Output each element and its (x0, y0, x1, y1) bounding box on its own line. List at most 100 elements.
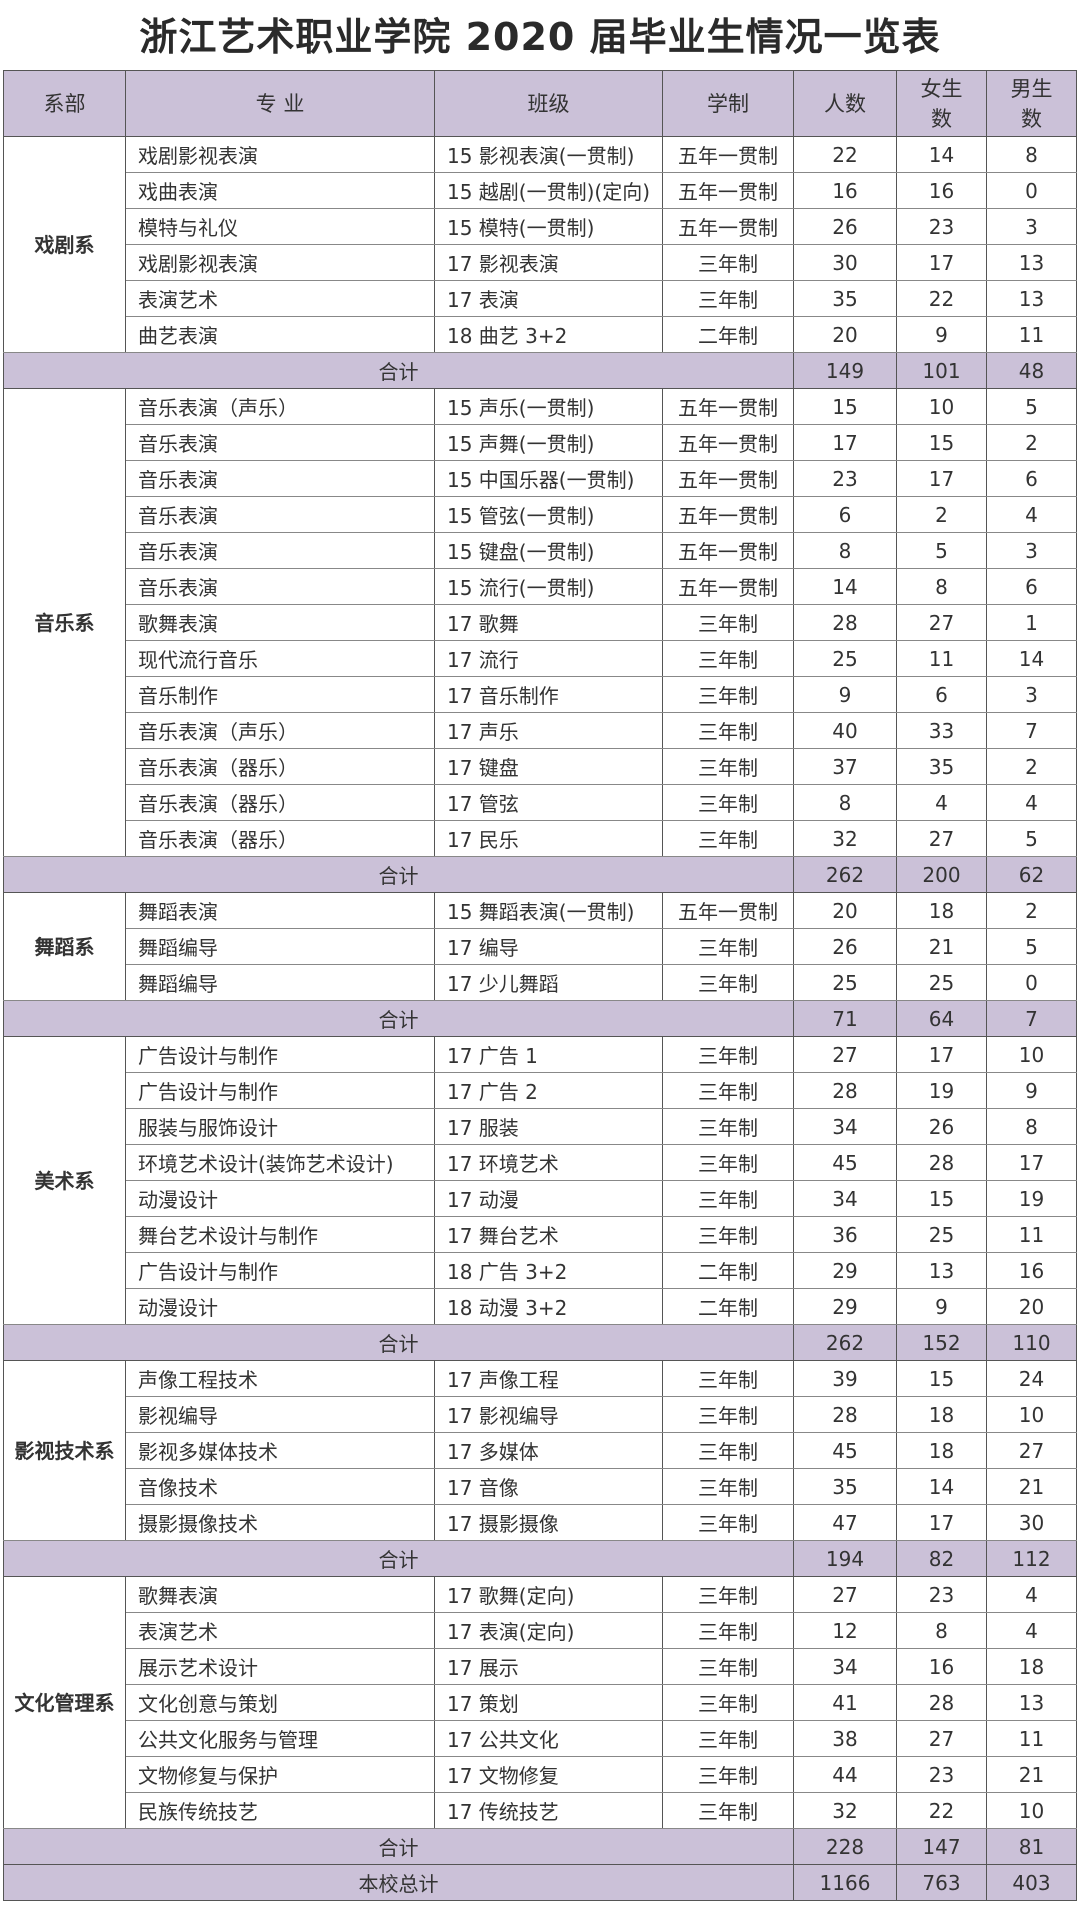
major-cell: 文化创意与策划 (125, 1684, 435, 1721)
male-cell: 4 (986, 1612, 1077, 1649)
major-cell: 音乐表演 (125, 424, 435, 461)
female-cell: 22 (896, 280, 987, 317)
class-cell: 17 声乐 (434, 712, 663, 749)
female-cell: 17 (896, 1504, 987, 1541)
table-row: 模特与礼仪 15 模特(一贯制) 五年一贯制 26 23 3 (4, 208, 1077, 245)
duration-cell: 二年制 (662, 316, 794, 353)
class-cell: 17 摄影摄像 (434, 1504, 663, 1541)
male-subtotal: 48 (986, 352, 1077, 389)
duration-cell: 三年制 (662, 748, 794, 785)
table-row: 摄影摄像技术 17 摄影摄像 三年制 47 17 30 (4, 1504, 1077, 1541)
female-cell: 23 (896, 1756, 987, 1793)
department-cell: 音乐系 (3, 388, 126, 857)
male-cell: 6 (986, 568, 1077, 605)
major-cell: 民族传统技艺 (125, 1792, 435, 1829)
count-cell: 17 (793, 424, 897, 461)
duration-cell: 五年一贯制 (662, 460, 794, 497)
male-cell: 5 (986, 928, 1077, 965)
duration-cell: 三年制 (662, 820, 794, 857)
female-cell: 27 (896, 820, 987, 857)
duration-cell: 三年制 (662, 1576, 794, 1613)
duration-cell: 三年制 (662, 928, 794, 965)
major-cell: 歌舞表演 (125, 1576, 435, 1613)
female-cell: 21 (896, 928, 987, 965)
duration-cell: 三年制 (662, 1504, 794, 1541)
male-subtotal: 110 (986, 1324, 1077, 1361)
count-cell: 25 (793, 964, 897, 1001)
page-title: 浙江艺术职业学院 2020 届毕业生情况一览表 (139, 15, 941, 59)
class-cell: 17 歌舞 (434, 604, 663, 641)
duration-cell: 三年制 (662, 1360, 794, 1397)
header-duration: 学制 (662, 70, 794, 137)
male-cell: 8 (986, 1108, 1077, 1145)
male-cell: 2 (986, 424, 1077, 461)
female-cell: 27 (896, 1720, 987, 1757)
female-cell: 18 (896, 1396, 987, 1433)
department-cell: 影视技术系 (3, 1360, 126, 1541)
table-row: 表演艺术 17 表演 三年制 35 22 13 (4, 280, 1077, 317)
female-cell: 8 (896, 568, 987, 605)
major-cell: 展示艺术设计 (125, 1648, 435, 1685)
major-cell: 公共文化服务与管理 (125, 1720, 435, 1757)
male-cell: 4 (986, 496, 1077, 533)
major-cell: 舞蹈表演 (125, 892, 435, 929)
female-subtotal: 64 (896, 1000, 987, 1037)
female-cell: 6 (896, 676, 987, 713)
subtotal-label: 合计 (3, 352, 794, 389)
table-row: 音乐表演 15 中国乐器(一贯制) 五年一贯制 23 17 6 (4, 460, 1077, 497)
male-cell: 17 (986, 1144, 1077, 1181)
class-cell: 17 管弦 (434, 784, 663, 821)
major-cell: 服装与服饰设计 (125, 1108, 435, 1145)
count-cell: 27 (793, 1036, 897, 1073)
count-cell: 47 (793, 1504, 897, 1541)
major-cell: 音乐制作 (125, 676, 435, 713)
major-cell: 影视编导 (125, 1396, 435, 1433)
major-cell: 音乐表演（声乐） (125, 388, 435, 425)
male-subtotal: 62 (986, 856, 1077, 893)
female-cell: 26 (896, 1108, 987, 1145)
class-cell: 15 中国乐器(一贯制) (434, 460, 663, 497)
duration-cell: 三年制 (662, 640, 794, 677)
table-row: 曲艺表演 18 曲艺 3+2 二年制 20 9 11 (4, 316, 1077, 353)
duration-cell: 三年制 (662, 1468, 794, 1505)
count-cell: 22 (793, 136, 897, 173)
table-row: 歌舞表演 17 歌舞 三年制 28 27 1 (4, 604, 1077, 641)
duration-cell: 三年制 (662, 712, 794, 749)
duration-cell: 二年制 (662, 1288, 794, 1325)
header-row: 系部 专 业 班级 学制 人数 女生 数 男生 数 (3, 70, 1077, 137)
duration-cell: 三年制 (662, 1612, 794, 1649)
class-cell: 17 公共文化 (434, 1720, 663, 1757)
duration-cell: 三年制 (662, 604, 794, 641)
male-cell: 4 (986, 1576, 1077, 1613)
class-cell: 15 声舞(一贯制) (434, 424, 663, 461)
class-cell: 17 表演(定向) (434, 1612, 663, 1649)
count-grand-total: 1166 (793, 1864, 897, 1901)
male-cell: 8 (986, 136, 1077, 173)
table-row: 舞蹈编导 17 编导 三年制 26 21 5 (4, 928, 1077, 965)
male-cell: 20 (986, 1288, 1077, 1325)
count-cell: 8 (793, 784, 897, 821)
male-cell: 7 (986, 712, 1077, 749)
duration-cell: 三年制 (662, 1072, 794, 1109)
male-cell: 21 (986, 1756, 1077, 1793)
class-cell: 17 民乐 (434, 820, 663, 857)
duration-cell: 五年一贯制 (662, 892, 794, 929)
male-cell: 14 (986, 640, 1077, 677)
subtotal-row: 合计 71 64 7 (3, 1000, 1077, 1037)
male-cell: 18 (986, 1648, 1077, 1685)
female-cell: 18 (896, 1432, 987, 1469)
subtotal-label: 合计 (3, 1000, 794, 1037)
female-cell: 15 (896, 424, 987, 461)
table-row: 音乐表演（器乐） 17 管弦 三年制 8 4 4 (4, 784, 1077, 821)
female-cell: 25 (896, 1216, 987, 1253)
duration-cell: 五年一贯制 (662, 424, 794, 461)
male-cell: 10 (986, 1396, 1077, 1433)
male-subtotal: 7 (986, 1000, 1077, 1037)
duration-cell: 三年制 (662, 1144, 794, 1181)
table-row: 动漫设计 18 动漫 3+2 二年制 29 9 20 (4, 1288, 1077, 1325)
class-cell: 17 键盘 (434, 748, 663, 785)
count-cell: 41 (793, 1684, 897, 1721)
table-row: 广告设计与制作 18 广告 3+2 二年制 29 13 16 (4, 1252, 1077, 1289)
class-cell: 15 模特(一贯制) (434, 208, 663, 245)
class-cell: 17 广告 2 (434, 1072, 663, 1109)
